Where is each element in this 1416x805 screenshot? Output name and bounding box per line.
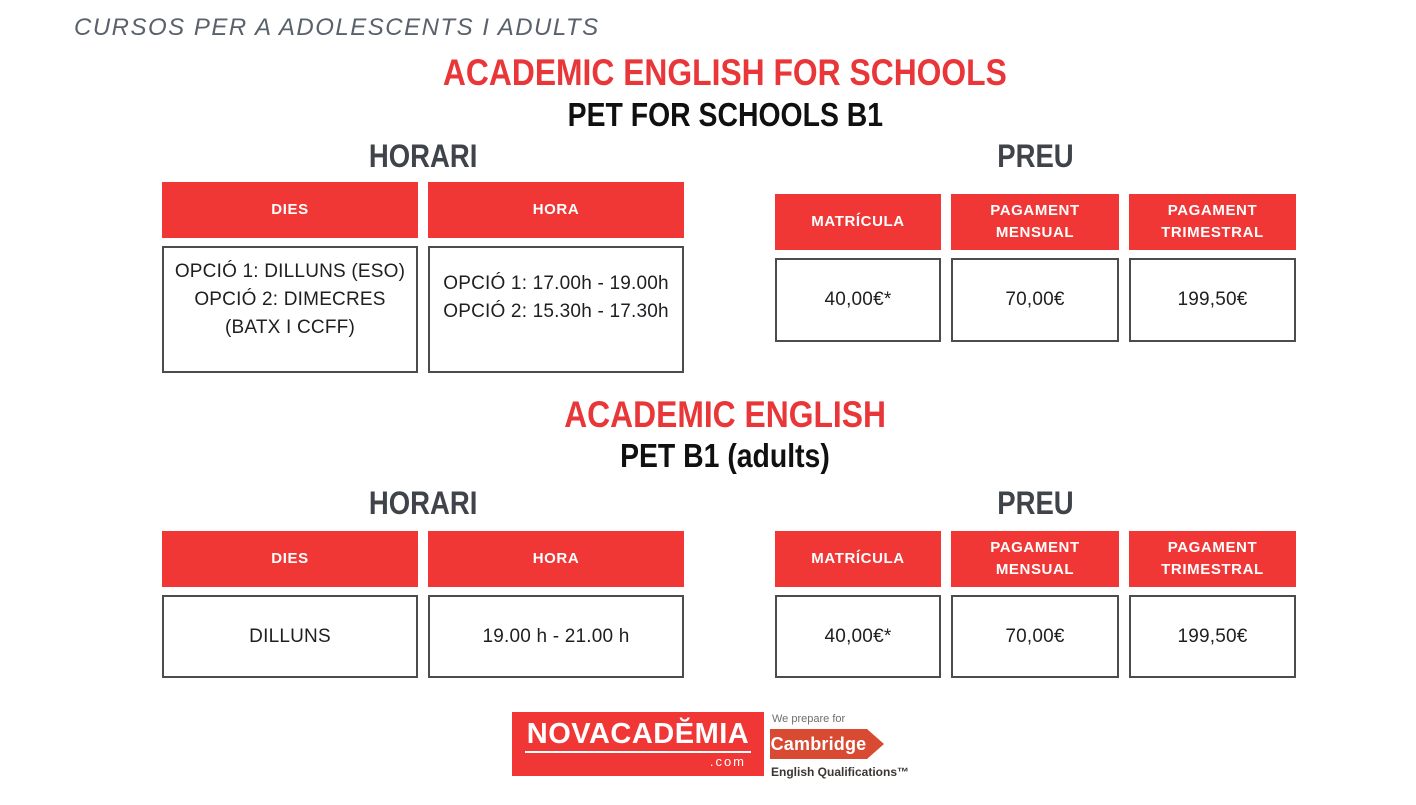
section1-title-red: ACADEMIC ENGLISH FOR SCHOOLS (443, 52, 1007, 93)
section2-preu-header-matricula: MATRÍCULA (775, 531, 941, 587)
section1-horari-header-hora: HORA (428, 182, 684, 238)
section2-title-red: ACADEMIC ENGLISH (564, 394, 886, 435)
section1-horari-header-dies: DIES (162, 182, 418, 238)
section1-preu-header-matricula: MATRÍCULA (775, 194, 941, 250)
section2-preu-header-trimestral: PAGAMENT TRIMESTRAL (1129, 531, 1296, 587)
section1-horari-heading: HORARI (368, 138, 478, 174)
novacademia-logo: NOVACADĔMIA .com (512, 712, 764, 776)
novacademia-tld: .com (709, 754, 746, 770)
section2-preu-heading: PREU (997, 485, 1074, 521)
page-kicker: CURSOS PER A ADOLESCENTS I ADULTS (74, 14, 600, 41)
cambridge-subtitle: English Qualifications™ (771, 765, 910, 779)
section2-preu-cell-matricula: 40,00€* (775, 595, 941, 678)
section2-preu-cell-mensual: 70,00€ (951, 595, 1119, 678)
section2-horari-cell-hora: 19.00 h - 21.00 h (428, 595, 684, 678)
section2-title-black: PET B1 (adults) (620, 437, 830, 474)
section2-horari-cell-dies: DILLUNS (162, 595, 418, 678)
cambridge-arrow-banner: Cambridge (770, 729, 884, 759)
cambridge-tagline: We prepare for (772, 713, 846, 725)
section1-preu-cell-mensual: 70,00€ (951, 258, 1119, 342)
section1-preu-heading: PREU (997, 138, 1074, 174)
cambridge-wordmark: Cambridge (770, 733, 867, 754)
section2-preu-cell-trimestral: 199,50€ (1129, 595, 1296, 678)
section1-horari-cell-hora: OPCIÓ 1: 17.00h - 19.00h OPCIÓ 2: 15.30h… (428, 246, 684, 373)
section1-preu-header-mensual: PAGAMENT MENSUAL (951, 194, 1119, 250)
section2-preu-header-mensual: PAGAMENT MENSUAL (951, 531, 1119, 587)
section1-preu-cell-matricula: 40,00€* (775, 258, 941, 342)
cambridge-logo: We prepare for Cambridge English Qualifi… (770, 711, 910, 779)
section1-preu-cell-trimestral: 199,50€ (1129, 258, 1296, 342)
section2-horari-header-hora: HORA (428, 531, 684, 587)
novacademia-wordmark: NOVACADĔMIA (524, 718, 752, 754)
section2-horari-heading: HORARI (368, 485, 478, 521)
section1-preu-header-trimestral: PAGAMENT TRIMESTRAL (1129, 194, 1296, 250)
section1-horari-cell-dies: OPCIÓ 1: DILLUNS (ESO) OPCIÓ 2: DIMECRES… (162, 246, 418, 373)
section2-horari-header-dies: DIES (162, 531, 418, 587)
section1-title-black: PET FOR SCHOOLS B1 (567, 96, 883, 133)
